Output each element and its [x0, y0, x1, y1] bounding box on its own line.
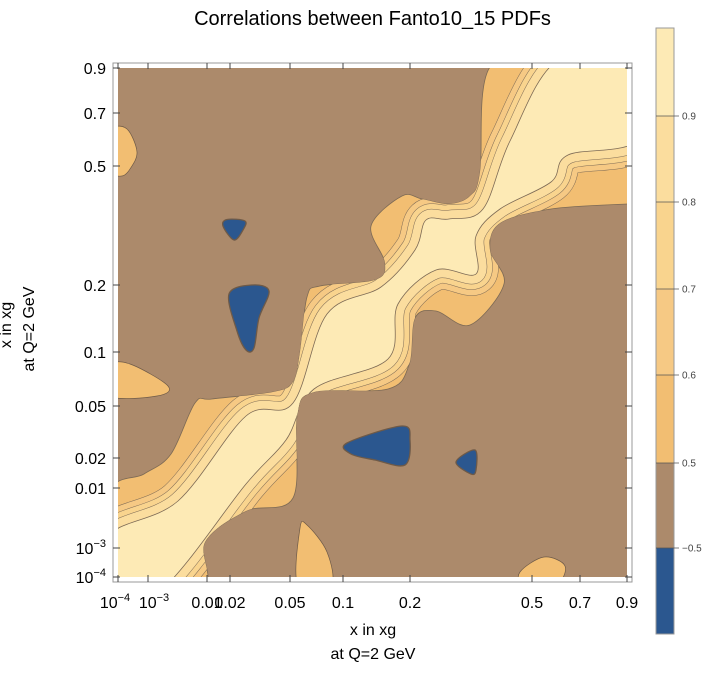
colorbar-label: 0.6 [682, 371, 696, 382]
x-tick-label: 10−4 [100, 592, 130, 612]
chart-title: Correlations between Fanto10_15 PDFs [194, 8, 551, 30]
colorbar-label: −0.5 [682, 544, 702, 555]
colorbar-label: 0.8 [682, 198, 696, 209]
correlation-spot [295, 520, 334, 577]
x-axis-label: x in xg [349, 622, 397, 639]
colorbar-band [656, 463, 674, 548]
colorbar: 0.9 0.8 0.7 0.6 0.5 −0.5 [655, 27, 702, 635]
y-tick-label: 0.9 [84, 61, 106, 78]
correlation-spot [118, 361, 170, 399]
anticorrelation-spot [227, 284, 270, 353]
colorbar-band [656, 202, 674, 289]
anticorrelation-spot [455, 449, 478, 476]
x-tick-label: 0.9 [616, 595, 638, 612]
colorbar-label: 0.9 [682, 112, 696, 123]
colorbar-band [656, 28, 674, 116]
colorbar-band [656, 116, 674, 202]
anticorrelation-spot [342, 425, 411, 467]
x-tick-label: 10−3 [139, 592, 169, 612]
y-tick-label: 10−4 [76, 567, 106, 587]
y-tick-label: 0.7 [84, 106, 106, 123]
y-tick-label: 0.2 [84, 278, 106, 295]
y-tick-label: 0.05 [75, 399, 106, 416]
y-tick-label: 0.1 [84, 345, 106, 362]
correlation-spot [118, 125, 138, 177]
x-axis-sublabel: at Q=2 GeV [330, 646, 416, 663]
colorbar-band [656, 548, 674, 634]
y-tick-label: 0.02 [75, 451, 106, 468]
colorbar-frame [655, 27, 675, 635]
x-tick-label: 0.01 [191, 595, 222, 612]
plot-frame [112, 62, 633, 583]
colorbar-band [656, 289, 674, 375]
y-tick-label: 0.01 [75, 481, 106, 498]
colorbar-label: 0.7 [682, 285, 696, 296]
colorbar-band [656, 375, 674, 463]
colorbar-label: 0.5 [682, 459, 696, 470]
x-tick-label: 0.02 [214, 595, 245, 612]
x-tick-label: 0.05 [274, 595, 305, 612]
correlation-spot [517, 556, 566, 577]
x-tick-label: 0.1 [332, 595, 354, 612]
x-tick-label: 0.5 [521, 595, 543, 612]
x-tick-label: 0.2 [399, 595, 421, 612]
x-tick-label: 0.7 [569, 595, 591, 612]
y-tick-label: 0.5 [84, 159, 106, 176]
anticorrelation-spot [221, 218, 247, 241]
y-tick-label: 10−3 [76, 538, 106, 558]
